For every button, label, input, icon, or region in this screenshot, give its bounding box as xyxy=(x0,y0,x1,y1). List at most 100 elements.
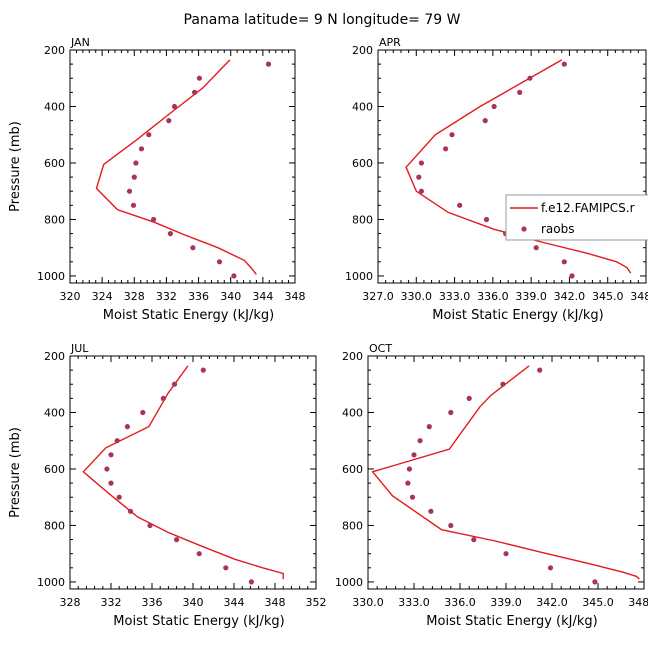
x-tick-label: 340 xyxy=(183,596,204,609)
raobs-point xyxy=(547,565,554,571)
raobs-point xyxy=(151,216,157,223)
y-tick-label: 600 xyxy=(44,463,65,476)
raobs-point xyxy=(417,438,423,444)
legend-box xyxy=(505,194,648,241)
legend: f.e12.FAMIPCS.r raobs xyxy=(505,194,648,241)
axes-frame-jan xyxy=(69,49,296,284)
model-profile-line xyxy=(95,59,257,275)
x-tick-label: 336 xyxy=(142,596,163,609)
x-tick-label: 332 xyxy=(101,596,122,609)
raobs-point xyxy=(569,273,575,279)
y-tick-label: 1000 xyxy=(37,576,65,589)
model-profile-line xyxy=(405,59,632,274)
raobs-point xyxy=(190,245,196,251)
figure-title: Panama latitude= 9 N longitude= 79 W xyxy=(184,12,461,28)
panel-apr: 327.0 330.0 333.0 336.0 339.0 342.0 345.0 348.0… xyxy=(345,36,648,323)
raobs-point xyxy=(449,132,455,138)
raobs-point xyxy=(443,146,449,152)
raobs-point xyxy=(416,174,422,180)
y-tick-label: 1000 xyxy=(37,270,65,283)
raobs-point xyxy=(200,367,206,373)
data-layer-jan xyxy=(95,59,272,279)
raobs-point xyxy=(248,579,254,585)
raobs-point xyxy=(517,89,523,95)
raobs-point xyxy=(457,202,463,208)
x-tick-label: 348 xyxy=(285,290,306,303)
x-tick-label: 345.0 xyxy=(582,596,614,609)
raobs-point xyxy=(126,188,133,194)
panel-title-apr: APR xyxy=(379,36,401,49)
y-tick-label: 400 xyxy=(44,406,65,419)
y-tick-label: 800 xyxy=(352,213,373,226)
y-axis-label: Pressure (mb) xyxy=(8,121,23,212)
x-tick-label: 333.0 xyxy=(439,290,471,303)
raobs-point xyxy=(116,494,122,500)
panel-jan: 320 324 328 332 336 340 344 348 200 400 600 800 1000… xyxy=(8,36,306,323)
raobs-point xyxy=(428,508,434,514)
y-tick-label: 1000 xyxy=(345,270,373,283)
x-tick-label: 352 xyxy=(306,596,327,609)
panel-title-jan: JAN xyxy=(70,36,90,49)
y-tick-label: 800 xyxy=(44,519,65,532)
raobs-point xyxy=(426,424,432,430)
x-tick-label: 348.0 xyxy=(630,290,648,303)
x-tick-label: 333.0 xyxy=(398,596,430,609)
raobs-point xyxy=(471,537,477,543)
raobs-point xyxy=(192,89,198,95)
raobs-point xyxy=(108,452,114,458)
y-tick-label: 200 xyxy=(44,44,65,57)
raobs-point xyxy=(448,409,454,416)
x-tick-label: 339.0 xyxy=(515,290,547,303)
raobs-point xyxy=(133,160,139,166)
raobs-point xyxy=(174,537,180,543)
raobs-point xyxy=(160,395,166,401)
raobs-point xyxy=(406,466,412,472)
y-tick-label: 1000 xyxy=(335,576,363,589)
y-tick-label: 400 xyxy=(44,100,65,113)
y-tick-label: 600 xyxy=(342,463,363,476)
raobs-point xyxy=(216,259,223,265)
raobs-point xyxy=(265,61,272,67)
y-tick-label: 600 xyxy=(44,157,65,170)
raobs-point xyxy=(140,409,146,416)
y-tick-label: 200 xyxy=(342,350,363,363)
x-tick-label: 332 xyxy=(156,290,177,303)
raobs-point xyxy=(171,381,178,387)
axes-frame-apr xyxy=(377,49,647,284)
x-tick-label: 328 xyxy=(124,290,145,303)
raobs-point xyxy=(491,103,497,110)
x-tick-label: 328 xyxy=(60,596,81,609)
x-tick-label: 336.0 xyxy=(477,290,509,303)
raobs-point xyxy=(146,132,152,138)
raobs-point xyxy=(503,551,509,557)
panel-title-jul: JUL xyxy=(70,342,89,355)
y-tick-label: 800 xyxy=(342,519,363,532)
raobs-point xyxy=(483,216,490,223)
model-profile-line xyxy=(371,365,640,580)
raobs-point xyxy=(223,565,229,571)
raobs-point xyxy=(500,381,506,387)
x-axis-label: Moist Static Energy (kJ/kg) xyxy=(113,614,284,629)
x-tick-label: 348 xyxy=(265,596,286,609)
data-layer-oct xyxy=(371,365,640,585)
y-tick-label: 200 xyxy=(44,350,65,363)
raobs-point xyxy=(196,75,202,81)
x-tick-label: 327.0 xyxy=(362,290,394,303)
y-axis-label: Pressure (mb) xyxy=(8,427,23,518)
raobs-point xyxy=(138,146,145,152)
raobs-point xyxy=(131,174,137,180)
y-tick-label: 800 xyxy=(44,213,65,226)
raobs-point xyxy=(533,245,539,251)
x-tick-label: 342.0 xyxy=(536,596,568,609)
legend-model-label: f.e12.FAMIPCS.r xyxy=(541,201,635,215)
raobs-point xyxy=(418,188,424,194)
raobs-point xyxy=(409,494,416,500)
x-tick-label: 339.0 xyxy=(490,596,522,609)
raobs-point xyxy=(167,231,173,237)
raobs-point xyxy=(405,480,411,486)
legend-obs-swatch xyxy=(521,226,527,232)
raobs-point xyxy=(466,395,472,401)
raobs-point xyxy=(231,273,237,279)
x-tick-label: 342.0 xyxy=(554,290,586,303)
